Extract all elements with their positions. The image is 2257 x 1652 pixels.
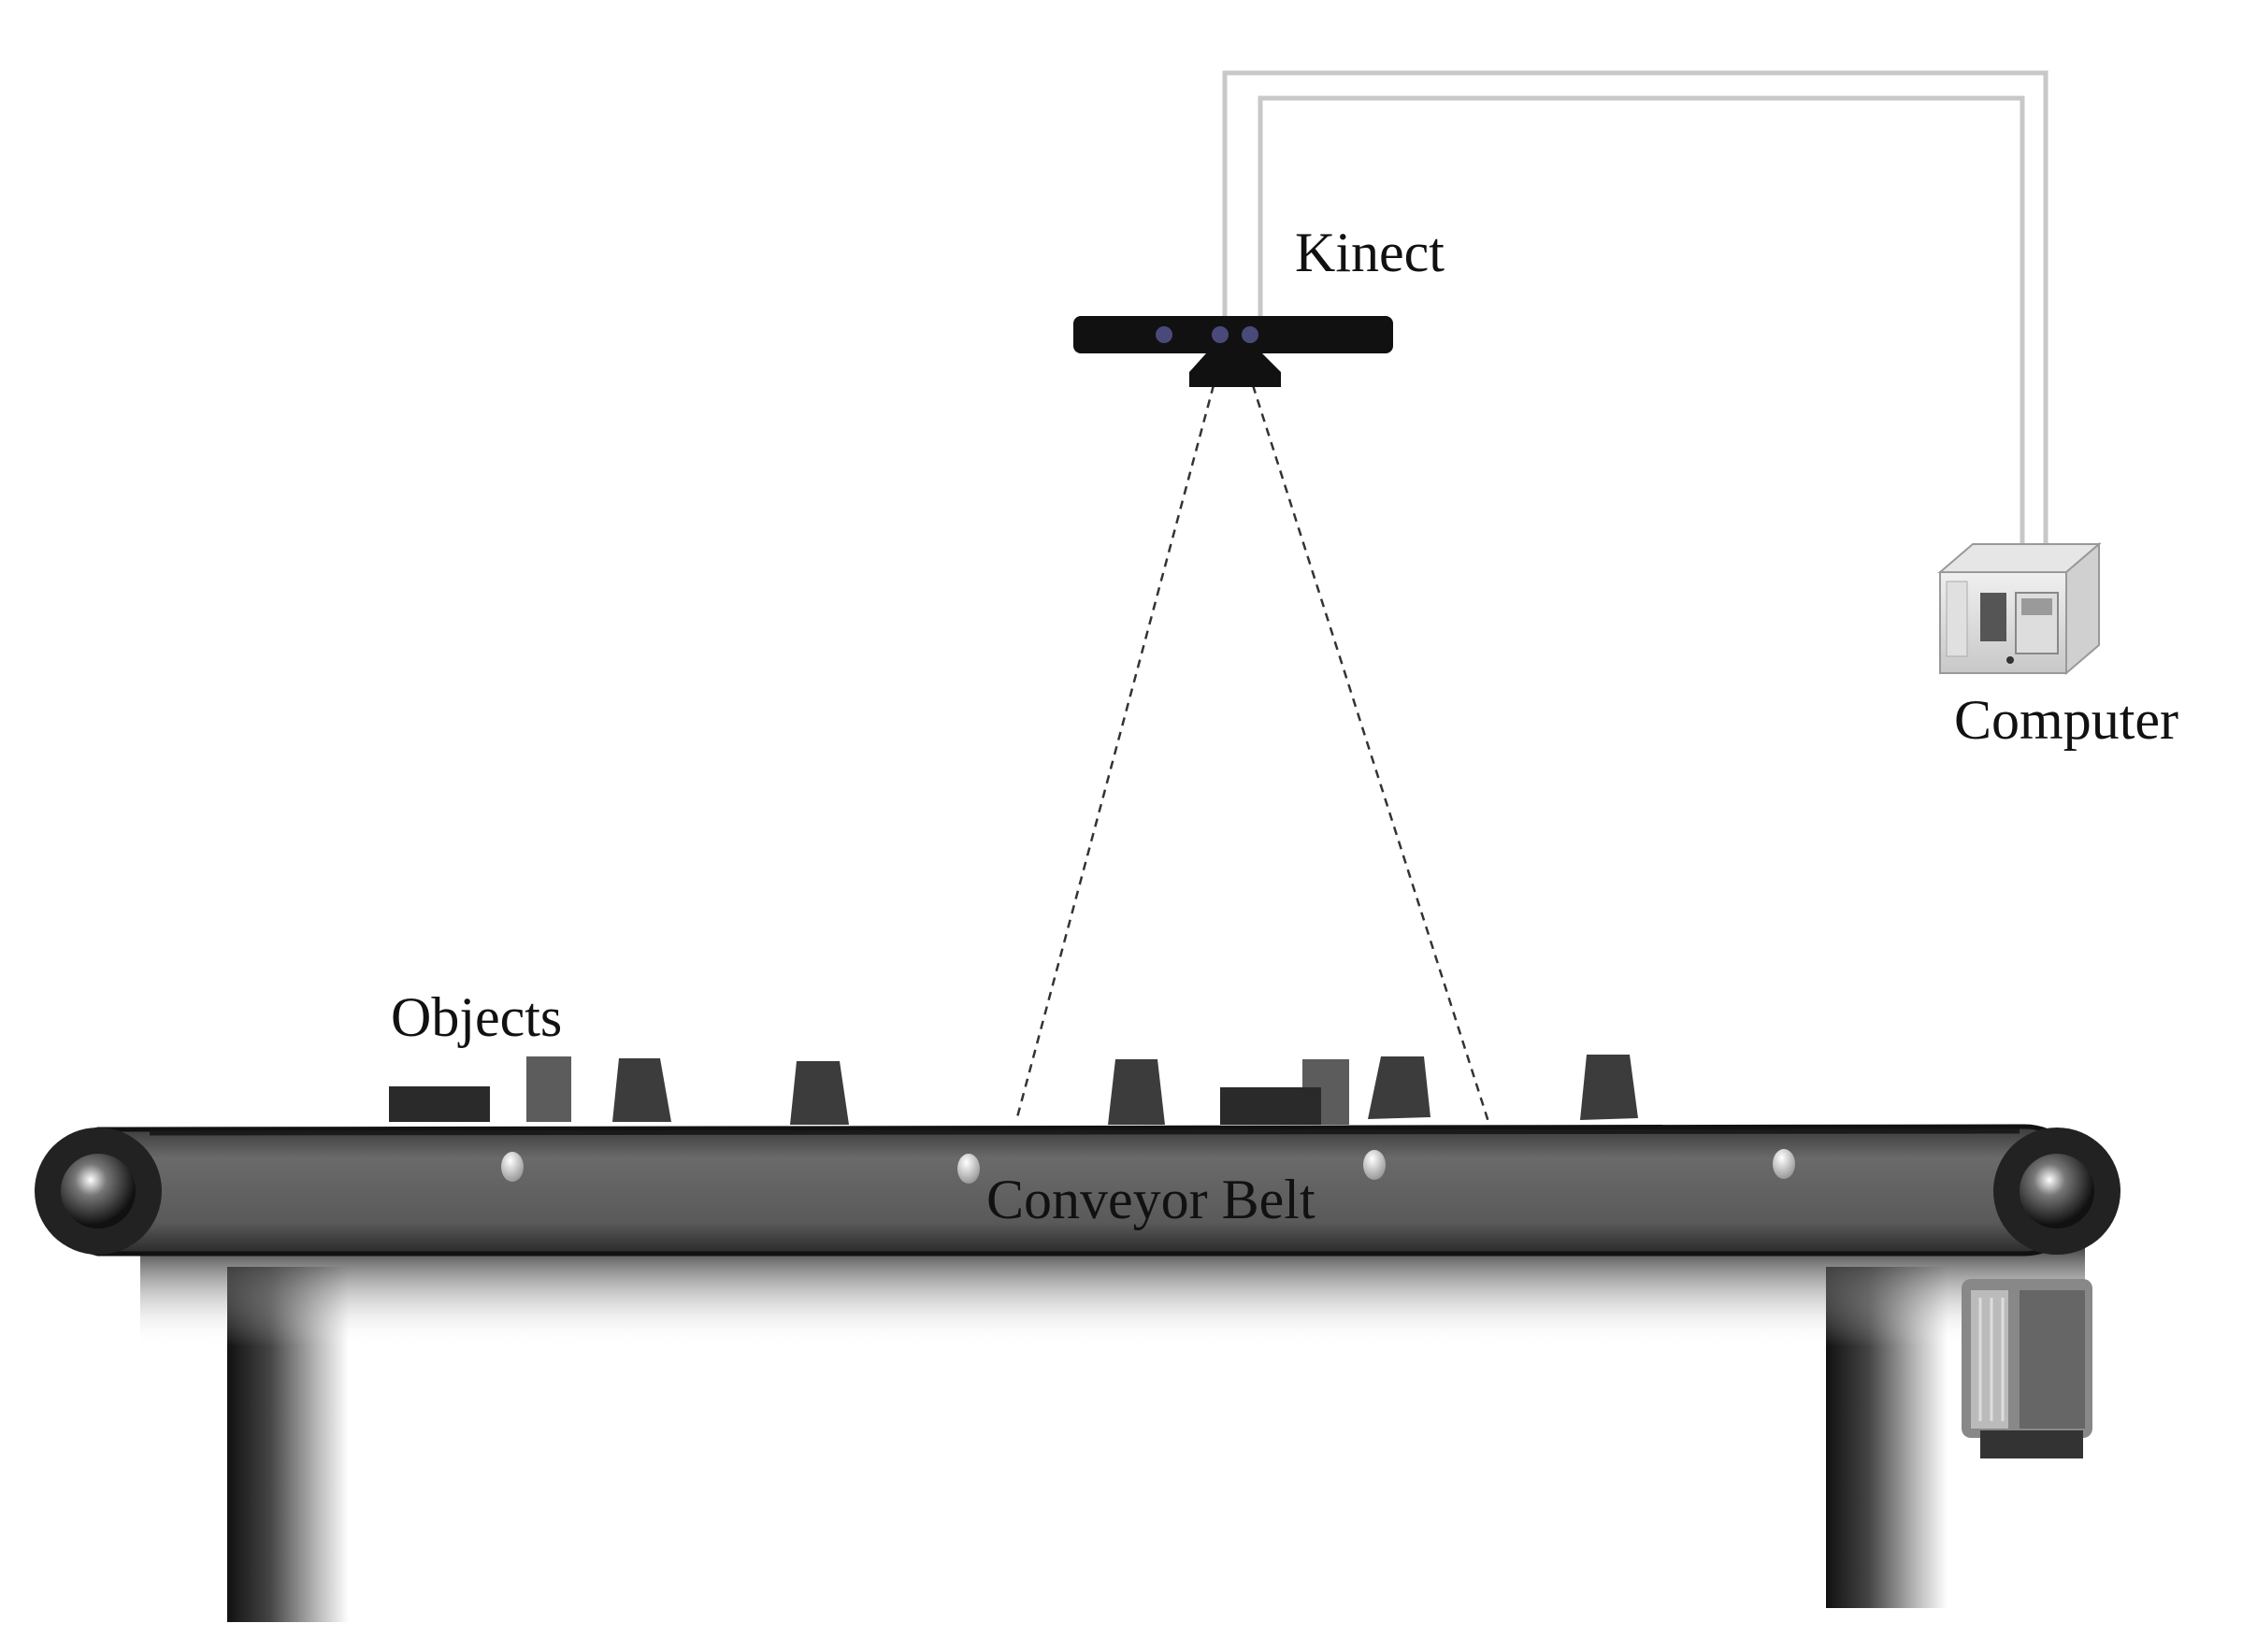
cable [1222,70,2049,552]
belt-shadow [140,1243,2085,1346]
object-cup [612,1058,671,1122]
computer-icon [1937,541,2102,676]
object-cup [1108,1059,1165,1125]
object-cup [1368,1056,1430,1119]
rollers [35,1128,2120,1255]
field-of-view [1015,384,1490,1123]
computer-label: Computer [1954,689,2178,751]
object-cup [790,1061,849,1125]
kinect-lens-left [1156,326,1172,343]
kinect-lens-right [1242,326,1258,343]
object-cup [1580,1055,1638,1120]
objects [389,1055,1638,1125]
kinect-sensor [1073,316,1393,387]
object-box [389,1086,490,1122]
kinect-lens-center [1212,326,1229,343]
objects-label: Objects [391,986,563,1048]
object-block [526,1056,571,1122]
belt-markers [501,1149,1795,1184]
kinect-label: Kinect [1295,222,1445,283]
motor-icon [1962,1279,2092,1458]
conveyor-belt-label: Conveyor Belt [986,1169,1315,1230]
kinect-base [1189,353,1281,387]
object-box [1220,1087,1321,1125]
